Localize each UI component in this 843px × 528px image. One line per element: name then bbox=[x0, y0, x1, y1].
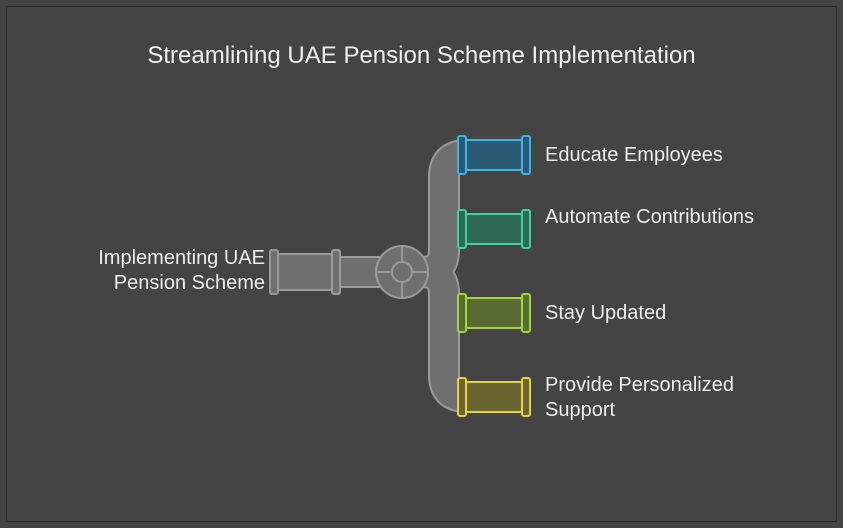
output-label: Automate Contributions bbox=[545, 205, 805, 230]
output-label: Stay Updated bbox=[545, 301, 805, 326]
output-label: Educate Employees bbox=[545, 143, 805, 168]
pipe-diagram bbox=[0, 0, 843, 528]
output-label: Provide Personalized Support bbox=[545, 373, 805, 423]
